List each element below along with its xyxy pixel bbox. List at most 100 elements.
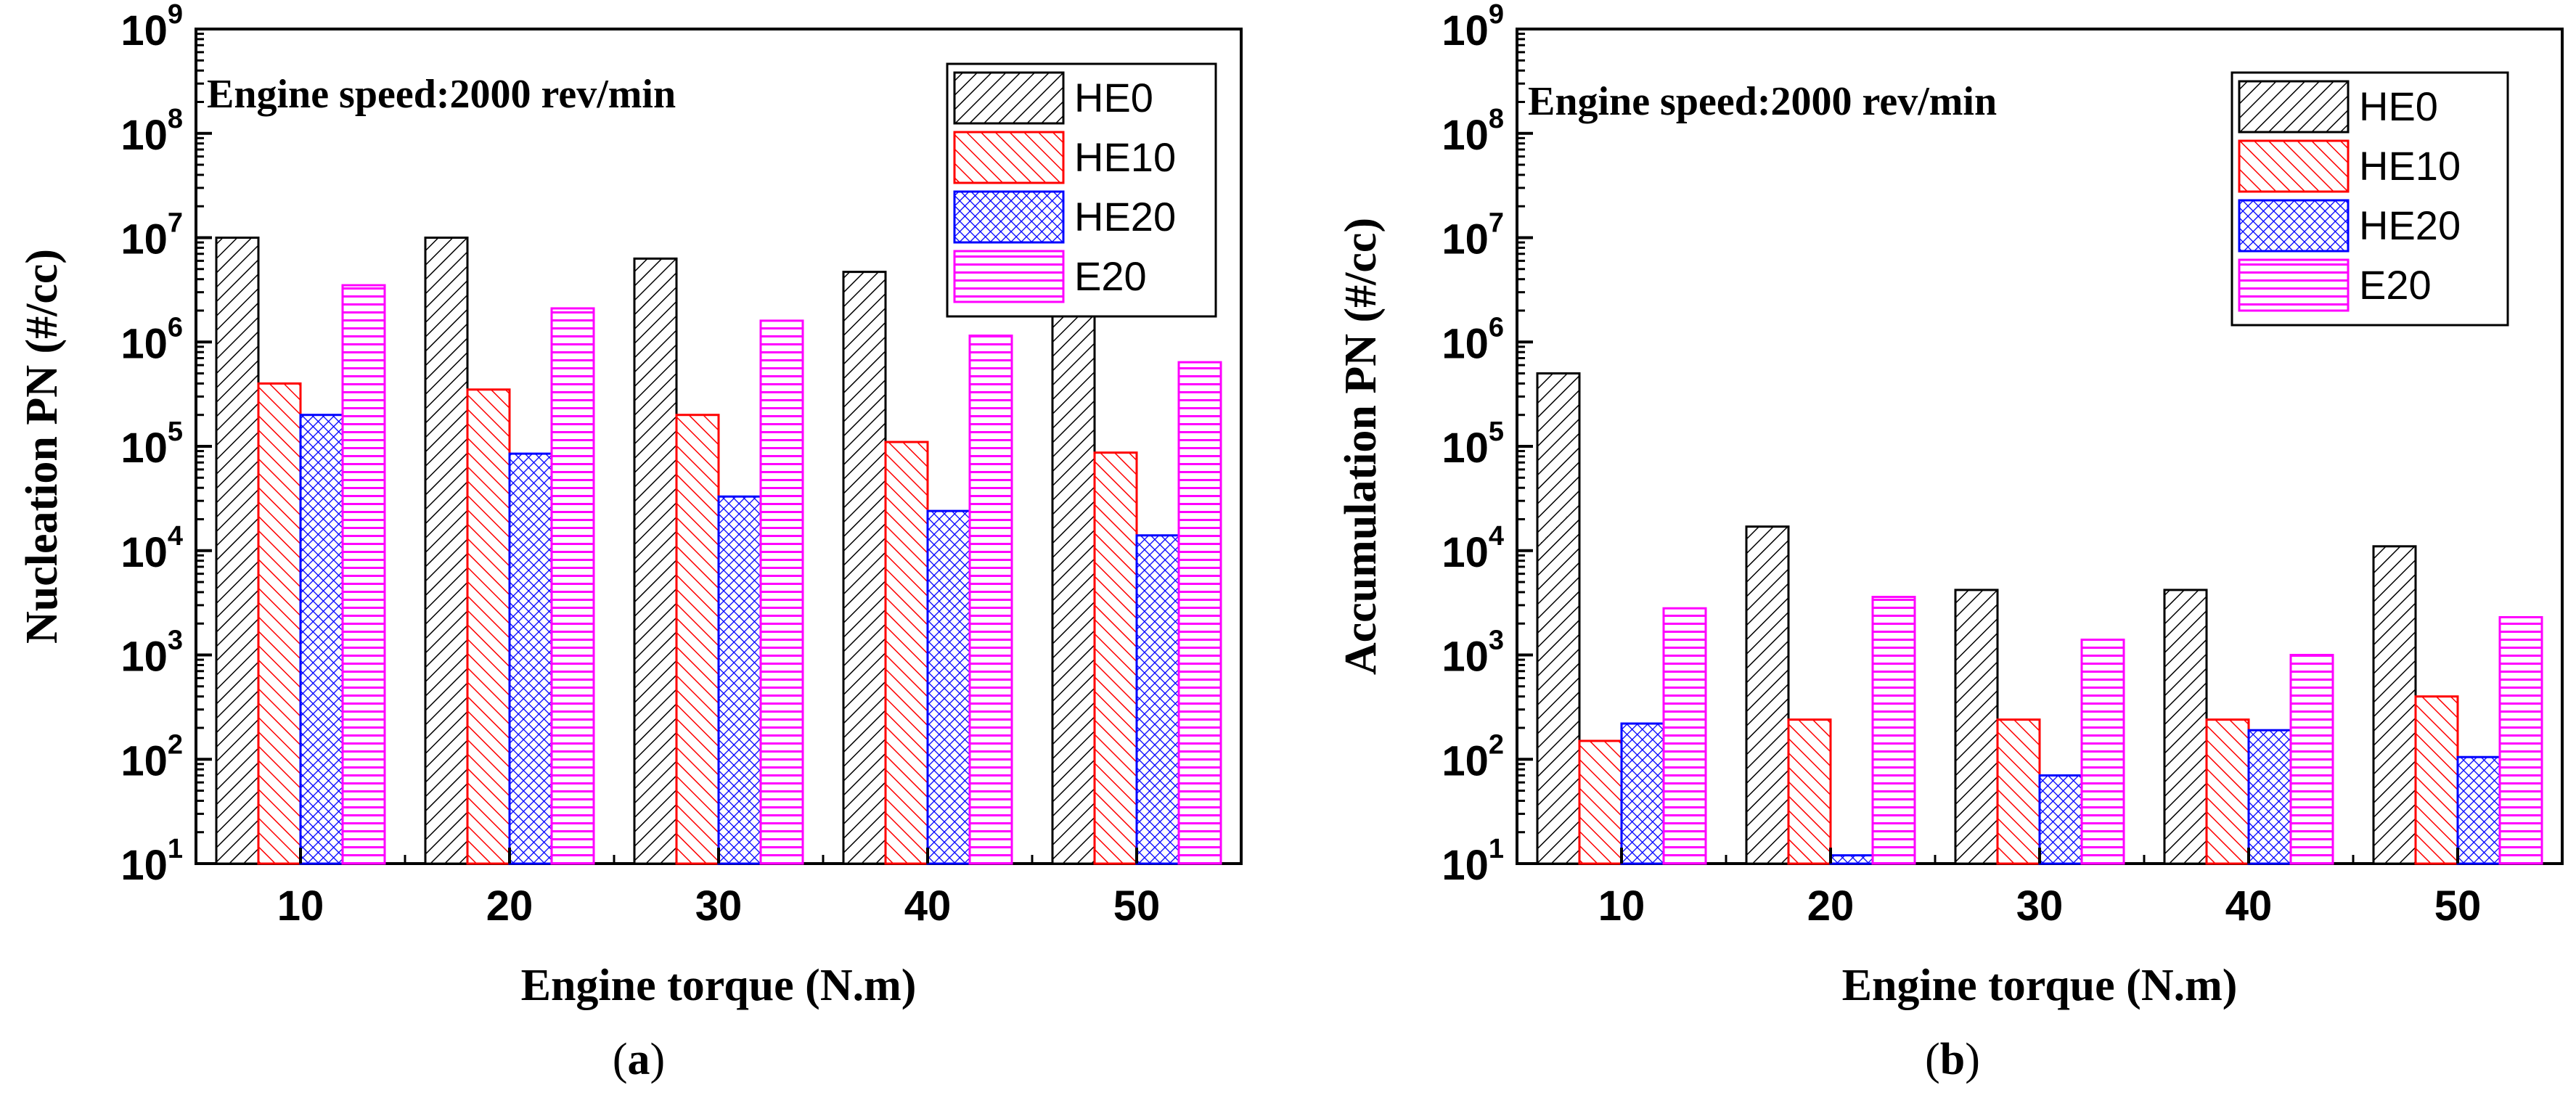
y-tick-exponent: 8 <box>168 104 183 134</box>
y-axis: 101 102 103 104 105 106 107 108 109 <box>1442 0 1533 889</box>
panel-paren: ( <box>613 1035 628 1084</box>
bar-he10-40 <box>2205 718 2250 865</box>
legend-label-e20: E20 <box>1074 253 1147 299</box>
legend-label-he10: HE10 <box>1074 134 1176 180</box>
legend-swatch-he20 <box>2238 199 2350 253</box>
bar-e20-10 <box>1662 607 1707 865</box>
y-tick-label: 103 <box>1442 626 1504 681</box>
y-tick-exponent: 9 <box>1489 0 1504 30</box>
x-tick-label: 50 <box>1113 882 1161 930</box>
x-axis: 10 20 30 40 50 <box>277 848 1161 930</box>
y-tick-label: 108 <box>1442 104 1504 159</box>
y-tick-label: 104 <box>120 521 183 576</box>
bar-group <box>1536 372 2543 865</box>
y-tick-label: 106 <box>120 312 183 367</box>
legend-swatch-he10 <box>953 131 1065 184</box>
bar-he10-40 <box>884 441 929 865</box>
y-tick-label: 101 <box>1442 834 1504 889</box>
y-tick-exponent: 4 <box>1489 521 1504 552</box>
y-tick-exponent: 2 <box>168 729 183 760</box>
bar-he20-20 <box>1829 854 1874 865</box>
x-tick-label: 20 <box>486 882 533 930</box>
legend-swatch-he10 <box>2238 139 2350 193</box>
y-tick-label: 105 <box>120 417 183 472</box>
legend-label-he20: HE20 <box>2359 202 2461 248</box>
panel-label: (a) <box>613 1035 665 1084</box>
y-tick-exponent: 6 <box>1489 312 1504 343</box>
bar-he20-30 <box>717 495 762 865</box>
y-tick-label: 107 <box>120 208 183 263</box>
bar-e20-20 <box>550 307 595 865</box>
legend: HE0 HE10 HE20 E20 <box>2231 71 2509 327</box>
legend-label-e20: E20 <box>2359 262 2432 308</box>
bar-e20-50 <box>1177 361 1222 865</box>
panel-paren: ( <box>1925 1035 1940 1084</box>
y-tick-label: 105 <box>1442 417 1504 472</box>
bar-he10-50 <box>1093 451 1138 865</box>
bar-e20-10 <box>341 284 386 865</box>
x-tick-label: 10 <box>1598 882 1645 930</box>
y-axis-title: Nucleation PN (#/cc) <box>17 249 67 644</box>
bar-he0-30 <box>633 257 678 865</box>
bar-he20-10 <box>299 414 344 865</box>
panel-label: (b) <box>1925 1035 1980 1084</box>
bar-he10-30 <box>1996 718 2041 865</box>
panel-paren: ) <box>650 1035 666 1084</box>
x-axis-title: Engine torque (N.m) <box>521 961 917 1010</box>
bar-he10-20 <box>466 388 511 865</box>
y-tick-exponent: 8 <box>1489 104 1504 134</box>
y-tick-label: 102 <box>1442 729 1504 784</box>
bar-he0-50 <box>1051 294 1096 865</box>
bar-e20-40 <box>2289 654 2334 865</box>
bar-e20-40 <box>968 335 1013 865</box>
legend-label-he20: HE20 <box>1074 194 1176 239</box>
bar-group <box>215 237 1222 865</box>
bar-he10-10 <box>257 382 302 865</box>
bar-he0-20 <box>1745 525 1790 865</box>
annotation-text: Engine speed:2000 rev/min <box>1528 79 1997 124</box>
y-tick-exponent: 3 <box>168 626 183 656</box>
legend-swatch-he0 <box>953 71 1065 125</box>
panel-paren: ) <box>1965 1035 1980 1084</box>
y-tick-exponent: 6 <box>168 312 183 343</box>
y-tick-exponent: 1 <box>168 834 183 864</box>
y-tick-exponent: 5 <box>168 417 183 447</box>
bar-he0-20 <box>424 237 469 865</box>
y-tick-label: 102 <box>120 729 183 784</box>
bar-he0-30 <box>1954 589 1999 865</box>
bar-he10-50 <box>2414 695 2459 865</box>
bar-e20-50 <box>2498 616 2543 865</box>
bar-he20-50 <box>1135 534 1180 865</box>
legend-label-he0: HE0 <box>1074 75 1153 120</box>
chart-panel-a: 101 102 103 104 105 106 107 108 109 10 20 30 40 50 E… <box>17 0 1243 1084</box>
bar-e20-20 <box>1871 596 1916 865</box>
bar-he20-40 <box>926 509 971 865</box>
legend-label-he0: HE0 <box>2359 83 2438 129</box>
bar-he10-10 <box>1578 739 1623 865</box>
bar-he10-20 <box>1787 718 1832 865</box>
bar-he0-50 <box>2372 545 2417 865</box>
bar-he20-30 <box>2038 774 2083 865</box>
chart-panel-b: 101 102 103 104 105 106 107 108 109 10 20 30 40 50 E… <box>1336 0 2564 1084</box>
y-tick-exponent: 1 <box>1489 834 1504 864</box>
bar-he20-10 <box>1620 722 1665 865</box>
y-tick-label: 108 <box>120 104 183 159</box>
y-tick-label: 109 <box>120 0 183 54</box>
panel-letter: a <box>628 1035 650 1084</box>
panel-letter: b <box>1940 1035 1965 1084</box>
x-tick-label: 30 <box>695 882 743 930</box>
y-axis-title: Accumulation PN (#/cc) <box>1336 218 1386 675</box>
bar-he10-30 <box>675 414 720 865</box>
y-tick-exponent: 9 <box>168 0 183 30</box>
y-tick-label: 103 <box>120 626 183 681</box>
legend-swatch-e20 <box>2238 258 2350 312</box>
y-tick-exponent: 7 <box>1489 208 1504 239</box>
x-tick-label: 40 <box>2225 882 2273 930</box>
x-tick-label: 20 <box>1807 882 1855 930</box>
bar-e20-30 <box>759 319 804 865</box>
y-tick-label: 106 <box>1442 312 1504 367</box>
x-tick-label: 50 <box>2434 882 2482 930</box>
y-tick-exponent: 7 <box>168 208 183 239</box>
bar-he20-50 <box>2456 755 2501 865</box>
